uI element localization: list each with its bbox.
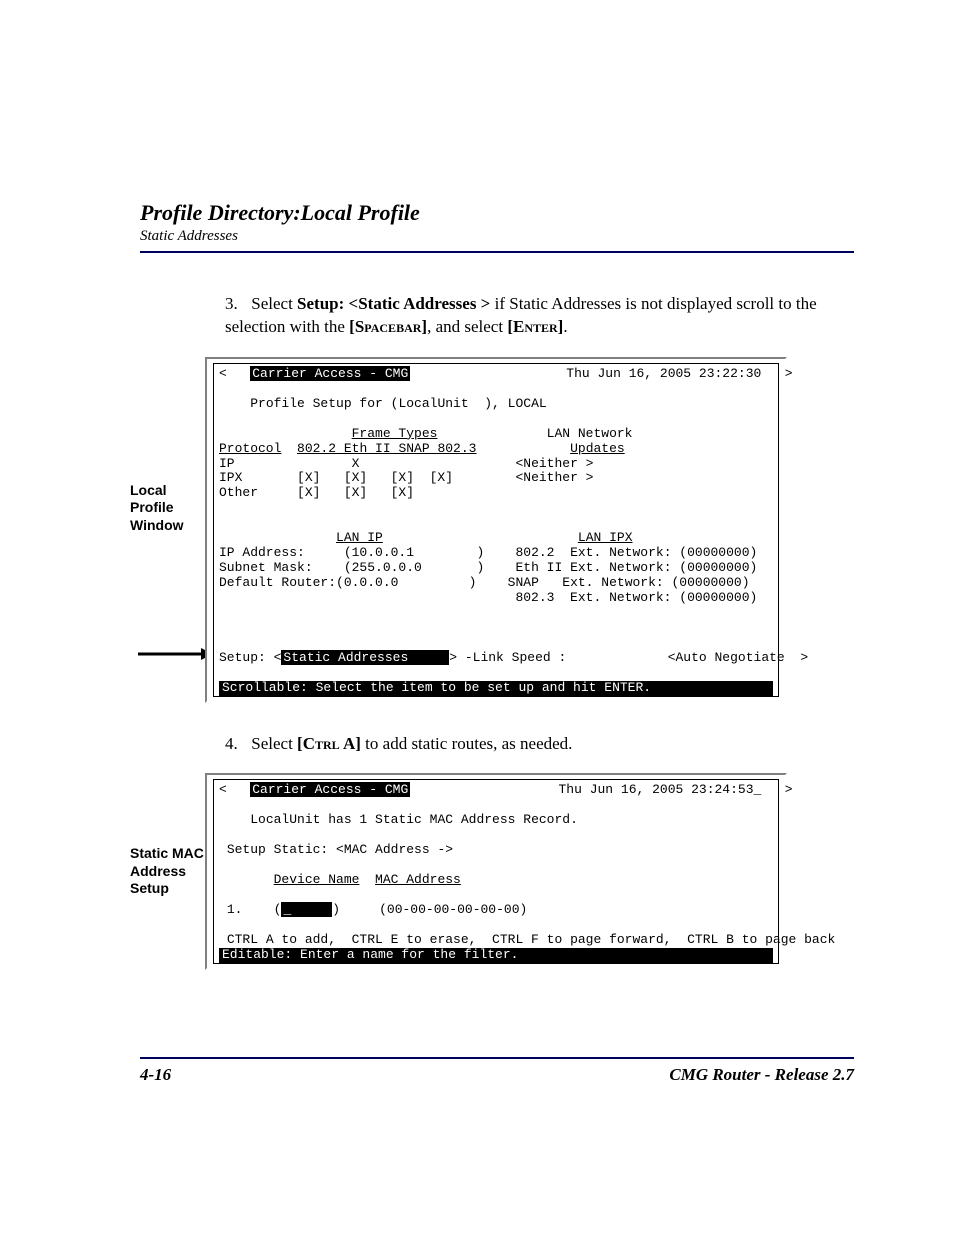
term1-row-ip: IP X <Neither > xyxy=(219,457,773,472)
term1-headers2: Protocol 802.2 Eth II SNAP 802.3 Updates xyxy=(219,442,773,457)
step-4-text-1: Select xyxy=(251,734,297,753)
step-4-number: 4. xyxy=(225,733,247,756)
page-footer: 4-16 CMG Router - Release 2.7 xyxy=(140,1057,854,1085)
mac-address-value: (00-00-00-00-00-00) xyxy=(379,902,527,917)
term2-status-bar: Editable: Enter a name for the filter. xyxy=(219,948,773,963)
term1-setup-line: Setup: <Static Addresses > -Link Speed :… xyxy=(219,651,773,666)
spacebar-key: [Spacebar] xyxy=(349,317,427,336)
term1-profile-setup: Profile Setup for (LocalUnit ), LOCAL xyxy=(219,397,773,412)
step-3: 3. Select Setup: <Static Addresses > if … xyxy=(225,293,854,339)
ctrl-a-key: [Ctrl A] xyxy=(297,734,361,753)
header-subtitle: Static Addresses xyxy=(140,228,854,245)
device-name-input[interactable]: _ xyxy=(281,902,332,917)
terminal-screenshot-1: < Carrier Access - CMG Thu Jun 16, 2005 … xyxy=(205,357,787,703)
static-addresses-selection[interactable]: Static Addresses xyxy=(281,650,449,665)
term1-section-headers: LAN IP LAN IPX xyxy=(219,531,773,546)
term1-defroute-line: Default Router:(0.0.0.0 ) SNAP Ext. Netw… xyxy=(219,576,773,591)
enter-key: [Enter] xyxy=(507,317,563,336)
step-4-text-2: to add static routes, as needed. xyxy=(361,734,573,753)
term2-row-1: 1. (_ ) (00-00-00-00-00-00) xyxy=(219,903,773,918)
arrow-icon xyxy=(138,647,213,661)
term2-hint: CTRL A to add, CTRL E to erase, CTRL F t… xyxy=(219,933,773,948)
term1-headers: Frame Types LAN Network xyxy=(219,427,773,442)
term2-columns: Device Name MAC Address xyxy=(219,873,773,888)
figure-2-label: Static MAC Address Setup xyxy=(130,845,205,898)
page-number: 4-16 xyxy=(140,1065,171,1085)
term1-row-ipx: IPX [X] [X] [X] [X] <Neither > xyxy=(219,471,773,486)
page-header: Profile Directory:Local Profile Static A… xyxy=(140,200,854,253)
doc-title: CMG Router - Release 2.7 xyxy=(669,1065,854,1085)
figure-1-label: Local Profile Window xyxy=(130,482,205,535)
step-3-number: 3. xyxy=(225,293,247,316)
term2-timestamp: Thu Jun 16, 2005 23:24:53_ xyxy=(558,782,761,797)
term1-ipaddr-line: IP Address: (10.0.0.1 ) 802.2 Ext. Netwo… xyxy=(219,546,773,561)
term2-top-line: < Carrier Access - CMG Thu Jun 16, 2005 … xyxy=(219,783,773,798)
term1-row-other: Other [X] [X] [X] xyxy=(219,486,773,501)
term1-timestamp: Thu Jun 16, 2005 23:22:30 xyxy=(566,366,761,381)
step-4: 4. Select [Ctrl A] to add static routes,… xyxy=(225,733,854,756)
term2-banner: Carrier Access - CMG xyxy=(250,782,410,797)
term1-ipx4-line: 802.3 Ext. Network: (00000000) xyxy=(219,591,773,606)
terminal-screenshot-2: < Carrier Access - CMG Thu Jun 16, 2005 … xyxy=(205,773,787,969)
step-3-text-3: , and select xyxy=(427,317,507,336)
step-3-end: . xyxy=(563,317,567,336)
term1-subnet-line: Subnet Mask: (255.0.0.0 ) Eth II Ext. Ne… xyxy=(219,561,773,576)
step-3-bold: Setup: <Static Addresses > xyxy=(297,294,490,313)
header-rule xyxy=(140,251,854,253)
term2-setup: Setup Static: <MAC Address -> xyxy=(219,843,773,858)
term1-banner: Carrier Access - CMG xyxy=(250,366,410,381)
header-title: Profile Directory:Local Profile xyxy=(140,200,854,226)
term2-line1: LocalUnit has 1 Static MAC Address Recor… xyxy=(219,813,773,828)
footer-rule xyxy=(140,1057,854,1059)
step-3-text-1: Select xyxy=(251,294,297,313)
term1-top-line: < Carrier Access - CMG Thu Jun 16, 2005 … xyxy=(219,367,773,382)
term1-status-bar: Scrollable: Select the item to be set up… xyxy=(219,681,773,696)
